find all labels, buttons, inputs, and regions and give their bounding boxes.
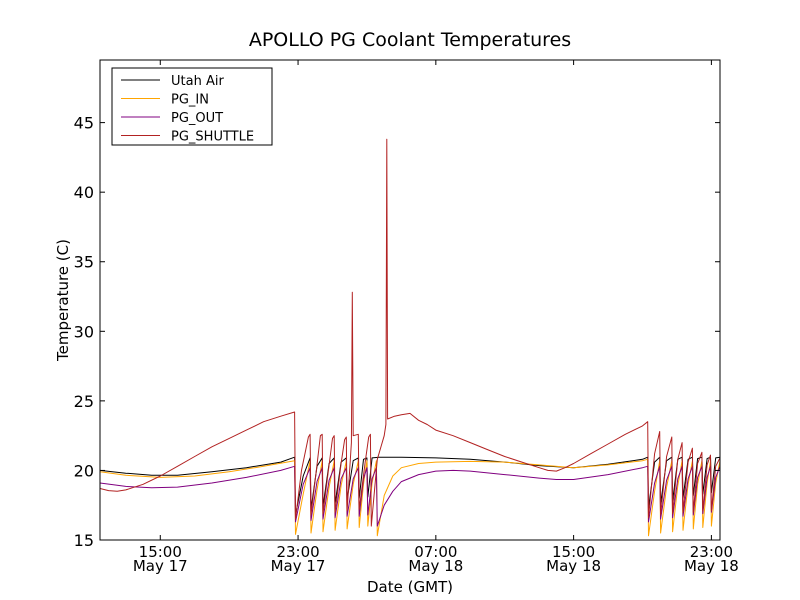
x-tick-label-time: 23:00 xyxy=(690,543,733,561)
x-tick-label-date: May 17 xyxy=(133,557,188,575)
x-tick-label-date: May 17 xyxy=(271,557,326,575)
legend-label-pg-shuttle: PG_SHUTTLE xyxy=(171,130,254,145)
legend-label-pg-out: PG_OUT xyxy=(171,111,223,126)
y-tick-label: 35 xyxy=(74,253,94,272)
y-tick-label: 25 xyxy=(74,392,94,411)
plot-frame xyxy=(99,59,721,541)
series-line-pg-out xyxy=(100,465,720,527)
y-tick-label: 15 xyxy=(74,531,94,550)
legend-label-utah-air: Utah Air xyxy=(171,74,224,89)
x-tick-label-time: 15:00 xyxy=(139,543,182,561)
x-tick-label-time: 15:00 xyxy=(552,543,595,561)
x-tick-label-date: May 18 xyxy=(408,557,463,575)
legend-label-pg-in: PG_IN xyxy=(171,93,209,108)
x-axis-label: Date (GMT) xyxy=(367,578,453,596)
legend: Utah Air PG_IN PG_OUT PG_SHUTTLE xyxy=(111,67,273,146)
y-tick-label: 45 xyxy=(74,114,94,133)
series-layer xyxy=(100,138,720,537)
y-axis-label: Temperature (C) xyxy=(54,239,72,362)
x-tick-label-time: 23:00 xyxy=(276,543,319,561)
legend-box xyxy=(111,67,273,146)
series-line-pg-shuttle xyxy=(100,138,720,527)
x-tick-label-date: May 18 xyxy=(546,557,601,575)
y-tick-label: 40 xyxy=(74,183,94,202)
x-tick-label-date: May 18 xyxy=(684,557,739,575)
y-tick-label: 20 xyxy=(74,461,94,480)
series-line-pg-in xyxy=(100,458,720,537)
y-tick-label: 30 xyxy=(74,322,94,341)
chart-title: APOLLO PG Coolant Temperatures xyxy=(249,29,571,51)
x-tick-label-time: 07:00 xyxy=(414,543,457,561)
